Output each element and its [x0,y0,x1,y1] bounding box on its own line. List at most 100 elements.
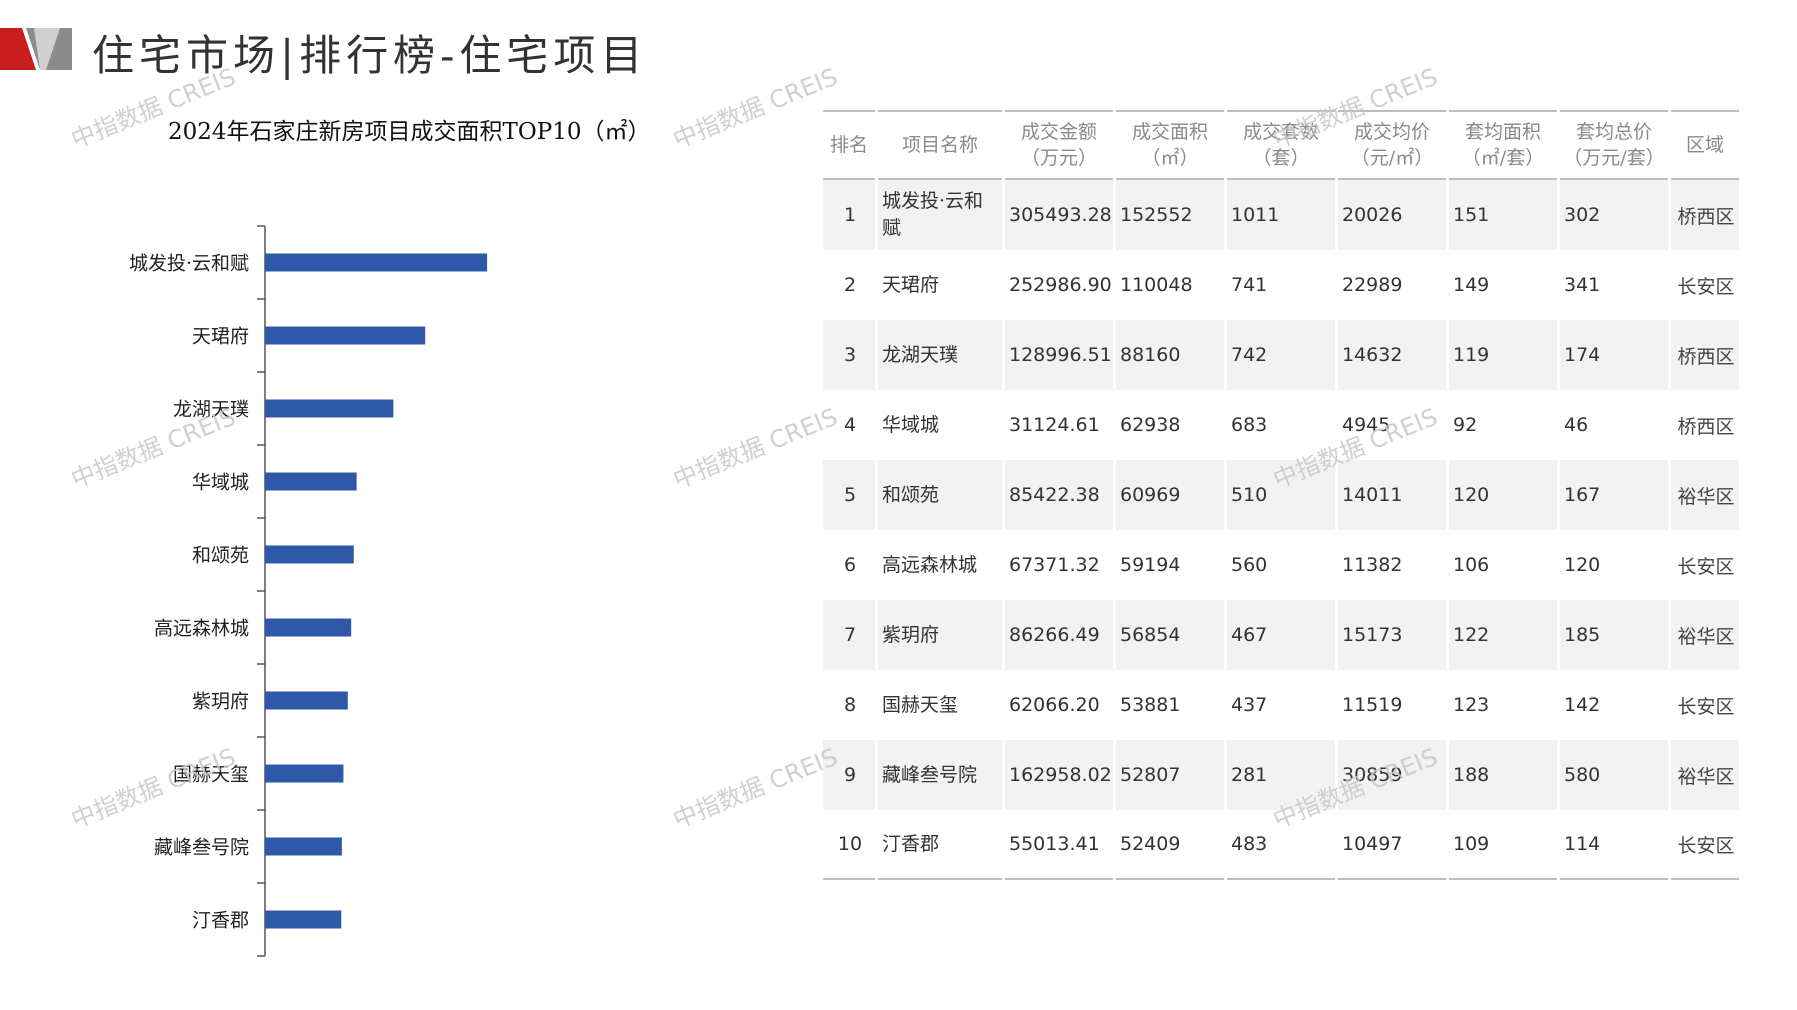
cell-avg-total: 302 [1560,180,1668,250]
table-row: 6 高远森林城 67371.32 59194 560 11382 106 120 长安区 [823,530,1739,600]
cell-avg-total: 167 [1560,460,1668,530]
table-row: 10 汀香郡 55013.41 52409 483 10497 109 114 长安区 [823,810,1739,880]
table-row: 1 城发投·云和赋 305493.28 152552 1011 20026 151 302 桥西… [823,180,1739,250]
cell-district: 长安区 [1677,695,1735,718]
cell-project-name: 国赫天玺 [882,693,959,716]
bar [265,837,342,856]
bar [265,691,348,710]
cell-avg-price: 11382 [1342,554,1403,576]
cell-project-name: 天珺府 [882,273,940,296]
cell-district: 长安区 [1677,275,1735,298]
table-row: 8 国赫天玺 62066.20 53881 437 11519 123 142 长安区 [823,670,1739,740]
header-avg-area: 套均面积 （㎡/套） [1449,110,1557,180]
category-label: 天珺府 [192,326,249,348]
cell-project-name: 紫玥府 [878,600,1002,670]
cell-avg-area: 109 [1449,810,1557,880]
chart-title: 2024年石家庄新房项目成交面积TOP10（㎡） [168,119,651,145]
page-title: 住宅市场|排行榜-住宅项目 [92,31,648,80]
cell-avg-total: 185 [1560,600,1668,670]
cell-units: 510 [1227,460,1335,530]
cell-avg-price: 22989 [1342,274,1403,296]
cell-units: 437 [1231,694,1268,716]
cell-rank: 4 [843,414,857,436]
cell-district: 桥西区 [1671,180,1739,250]
cell-area: 60969 [1116,460,1224,530]
header-project-name: 项目名称 [878,110,1002,180]
cell-district: 裕华区 [1671,740,1739,810]
cell-avg-price: 4945 [1342,414,1391,436]
table-row: 5 和颂苑 85422.38 60969 510 14011 120 167 裕华区 [823,460,1739,530]
cell-avg-total: 114 [1560,810,1668,880]
category-label: 城发投·云和赋 [129,253,249,275]
cell-amount: 31124.61 [1009,414,1100,436]
cell-avg-area: 119 [1449,320,1557,390]
header-avg-total: 套均总价 （万元/套） [1560,110,1668,180]
table-row: 4 华域城 31124.61 62938 683 4945 92 46 桥西区 [823,390,1739,460]
category-label: 汀香郡 [192,910,249,932]
table-row: 2 天珺府 252986.90 110048 741 22989 149 341 长安区 [823,250,1739,320]
cell-project-name: 华域城 [882,413,940,436]
cell-project-name: 龙湖天璞 [878,320,1002,390]
cell-units: 741 [1231,274,1268,296]
cell-avg-area: 188 [1449,740,1557,810]
cell-rank: 8 [843,694,857,716]
cell-units: 281 [1227,740,1335,810]
cell-avg-area: 122 [1449,600,1557,670]
cell-avg-price: 15173 [1338,600,1446,670]
cell-project-name: 高远森林城 [882,553,978,576]
category-label: 紫玥府 [192,691,249,713]
cell-avg-total: 341 [1564,274,1601,296]
cell-amount: 162958.02 [1005,740,1113,810]
cell-avg-area: 92 [1453,414,1478,436]
header-avg-price: 成交均价 （元/㎡） [1338,110,1446,180]
cell-rank: 5 [823,460,875,530]
bar [265,618,352,637]
cell-area: 59194 [1120,554,1181,576]
cell-units: 560 [1231,554,1268,576]
header-rank: 排名 [823,110,875,180]
table-row: 7 紫玥府 86266.49 56854 467 15173 122 185 裕华区 [823,600,1739,670]
cell-rank: 2 [843,274,857,296]
cell-amount: 305493.28 [1005,180,1113,250]
bar [265,253,488,272]
cell-avg-total: 120 [1564,554,1601,576]
cell-area: 88160 [1116,320,1224,390]
cell-avg-total: 46 [1564,414,1589,436]
cell-project-name: 城发投·云和赋 [878,180,1002,250]
cell-rank: 1 [823,180,875,250]
cell-avg-price: 20026 [1338,180,1446,250]
header-units: 成交套数 （套） [1227,110,1335,180]
cell-avg-price: 30859 [1338,740,1446,810]
cell-amount: 128996.51 [1005,320,1113,390]
cell-rank: 3 [823,320,875,390]
header-area: 成交面积 （㎡） [1116,110,1224,180]
bar [265,472,357,491]
cell-district: 长安区 [1671,810,1739,880]
cell-avg-price: 14632 [1338,320,1446,390]
category-label: 龙湖天璞 [173,399,249,421]
cell-rank: 9 [823,740,875,810]
cell-area: 152552 [1116,180,1224,250]
category-label: 高远森林城 [154,618,249,640]
cell-avg-area: 123 [1453,694,1490,716]
cell-project-name: 和颂苑 [878,460,1002,530]
ranking-table: 排名 项目名称 成交金额 （万元） 成交面积 （㎡） 成交套数 （套） 成交均价… [820,110,1742,880]
table-row: 3 龙湖天璞 128996.51 88160 742 14632 119 174 桥西区 [823,320,1739,390]
cell-amount: 62066.20 [1009,694,1100,716]
cell-avg-total: 580 [1560,740,1668,810]
bar [265,545,354,564]
bar [265,326,426,345]
cell-area: 62938 [1120,414,1181,436]
cell-area: 110048 [1120,274,1193,296]
page-header: 住宅市场|排行榜-住宅项目 [0,18,700,82]
cell-rank: 7 [823,600,875,670]
header-amount: 成交金额 （万元） [1005,110,1113,180]
cell-area: 53881 [1120,694,1181,716]
category-label: 和颂苑 [192,545,249,567]
cell-project-name: 汀香郡 [878,810,1002,880]
table-header-row: 排名 项目名称 成交金额 （万元） 成交面积 （㎡） 成交套数 （套） 成交均价… [823,110,1739,180]
cell-amount: 67371.32 [1009,554,1100,576]
bar [265,399,394,418]
cell-amount: 252986.90 [1009,274,1112,296]
